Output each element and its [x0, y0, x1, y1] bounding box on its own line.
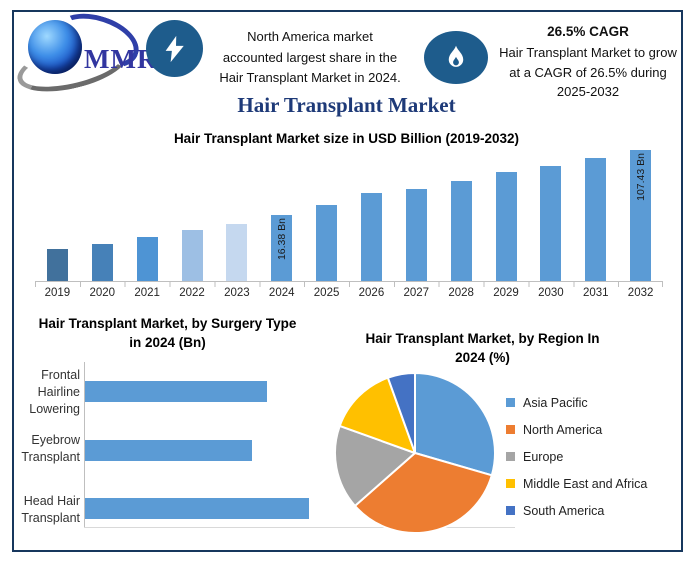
pie-slice-middle-east-and-africa	[338, 376, 416, 454]
lightning-bolt-icon	[165, 35, 184, 62]
bar-2030	[540, 166, 562, 281]
bar-cell-2020	[80, 150, 125, 281]
bar-2032: 107.43 Bn	[630, 150, 652, 281]
globe-icon	[28, 20, 82, 74]
legend-label: Asia Pacific	[523, 395, 588, 410]
legend-label: North America	[523, 422, 603, 437]
market-size-chart-title: Hair Transplant Market size in USD Billi…	[173, 131, 520, 146]
bar-2020	[91, 244, 113, 281]
mmr-logo: MMR	[12, 3, 156, 102]
bar-cell-2022	[170, 150, 215, 281]
legend-swatch-icon	[506, 506, 515, 515]
legend-item-middle-east-and-africa: Middle East and Africa	[506, 470, 647, 497]
bar-cell-2025	[304, 150, 349, 281]
bar-cell-2027	[394, 150, 439, 281]
flame-icon	[448, 45, 464, 67]
year-label-2022: 2022	[179, 287, 205, 299]
bar-cell-2032: 107.43 Bn	[618, 150, 663, 281]
bar-cell-2024: 16.38 Bn	[259, 150, 304, 281]
x-axis-year-labels: 2019 2020 2021 2022 2023 2024 2025 2026 2027 2028…	[35, 287, 663, 299]
bar-cell-2029	[484, 150, 529, 281]
page-title: Hair Transplant Market	[237, 93, 456, 117]
pie-slice-north-america	[353, 452, 493, 534]
surgery-category-label: Frontal Hairline Lowering	[29, 368, 80, 416]
year-label-2029: 2029	[493, 287, 519, 299]
surgery-bar	[85, 440, 252, 461]
year-label-2021: 2021	[134, 287, 160, 299]
lightning-badge	[146, 20, 203, 77]
bar-value-label-2024: 16.38 Bn	[275, 218, 288, 261]
year-label-2027: 2027	[403, 287, 430, 299]
legend-label: South America	[523, 503, 605, 518]
market-size-bar-chart: 16.38 Bn 107.43 Bn	[35, 150, 663, 281]
bar-cell-2031	[573, 150, 618, 281]
legend-label: Europe	[523, 449, 564, 464]
bar-2022	[181, 230, 203, 281]
legend-label: Middle East and Africa	[523, 476, 648, 491]
surgery-category-label: Head Hair Transplant	[21, 494, 80, 525]
page-border-frame	[12, 10, 683, 552]
flame-badge	[424, 31, 488, 84]
bar-2023	[226, 224, 248, 281]
legend-item-north-america: North America	[506, 416, 647, 443]
legend-swatch-icon	[506, 479, 515, 488]
bar-2031	[585, 158, 607, 281]
legend-item-south-america: South America	[506, 497, 647, 524]
pie-slice-asia-pacific	[414, 372, 496, 477]
year-label-2028: 2028	[448, 287, 474, 299]
legend-item-europe: Europe	[506, 443, 647, 470]
year-label-2019: 2019	[44, 287, 71, 299]
pie-slice-south-america	[386, 372, 416, 454]
bar-2024: 16.38 Bn	[271, 215, 293, 281]
logo-text: MMR	[84, 44, 158, 74]
bar-cell-2023	[214, 150, 259, 281]
surgery-bar	[85, 381, 267, 402]
legend-swatch-icon	[506, 452, 515, 461]
region-chart-title: Hair Transplant Market, by Region In 2024…	[365, 331, 600, 365]
pie-svg	[334, 372, 496, 534]
year-label-2025: 2025	[313, 287, 340, 299]
bar-cell-2019	[35, 150, 80, 281]
cagr-block: 26.5% CAGR Hair Transplant Market to gro…	[492, 24, 684, 102]
bar-value-label-2032: 107.43 Bn	[634, 153, 647, 201]
x-axis-line	[35, 281, 663, 282]
legend-swatch-icon	[506, 425, 515, 434]
surgery-bar	[85, 498, 309, 519]
cagr-title: 26.5% CAGR	[547, 24, 629, 39]
region-pie-chart	[332, 370, 498, 536]
bar-cell-2030	[528, 150, 573, 281]
legend-item-asia-pacific: Asia Pacific	[506, 389, 647, 416]
year-label-2030: 2030	[538, 287, 564, 299]
bar-2025	[316, 205, 338, 281]
year-label-2031: 2031	[582, 287, 609, 299]
headline-text: North America market accounted largest sh…	[219, 29, 401, 85]
plot-base-line	[84, 527, 515, 528]
bar-2029	[495, 172, 517, 281]
bar-2019	[46, 249, 68, 281]
surgery-y-axis-line	[84, 362, 85, 528]
x-axis-ticks	[35, 282, 663, 287]
year-label-2026: 2026	[358, 287, 385, 299]
bar-2028	[450, 181, 472, 281]
year-label-2024: 2024	[268, 287, 295, 299]
bar-cell-2021	[125, 150, 170, 281]
bar-cell-2028	[439, 150, 484, 281]
year-label-2020: 2020	[89, 287, 116, 299]
year-label-2032: 2032	[627, 287, 654, 299]
surgery-chart-title: Hair Transplant Market, by Surgery Type i…	[38, 316, 297, 350]
cagr-text: Hair Transplant Market to grow at a CAGR …	[499, 45, 677, 99]
bar-2021	[136, 237, 158, 281]
bar-cell-2026	[349, 150, 394, 281]
region-legend: Asia Pacific North America Europe Middle Ea…	[506, 389, 647, 524]
year-label-2023: 2023	[224, 287, 250, 299]
surgery-category-label: Eyebrow Transplant	[21, 433, 80, 464]
bar-2027	[405, 189, 427, 281]
legend-swatch-icon	[506, 398, 515, 407]
bar-2026	[360, 193, 382, 281]
